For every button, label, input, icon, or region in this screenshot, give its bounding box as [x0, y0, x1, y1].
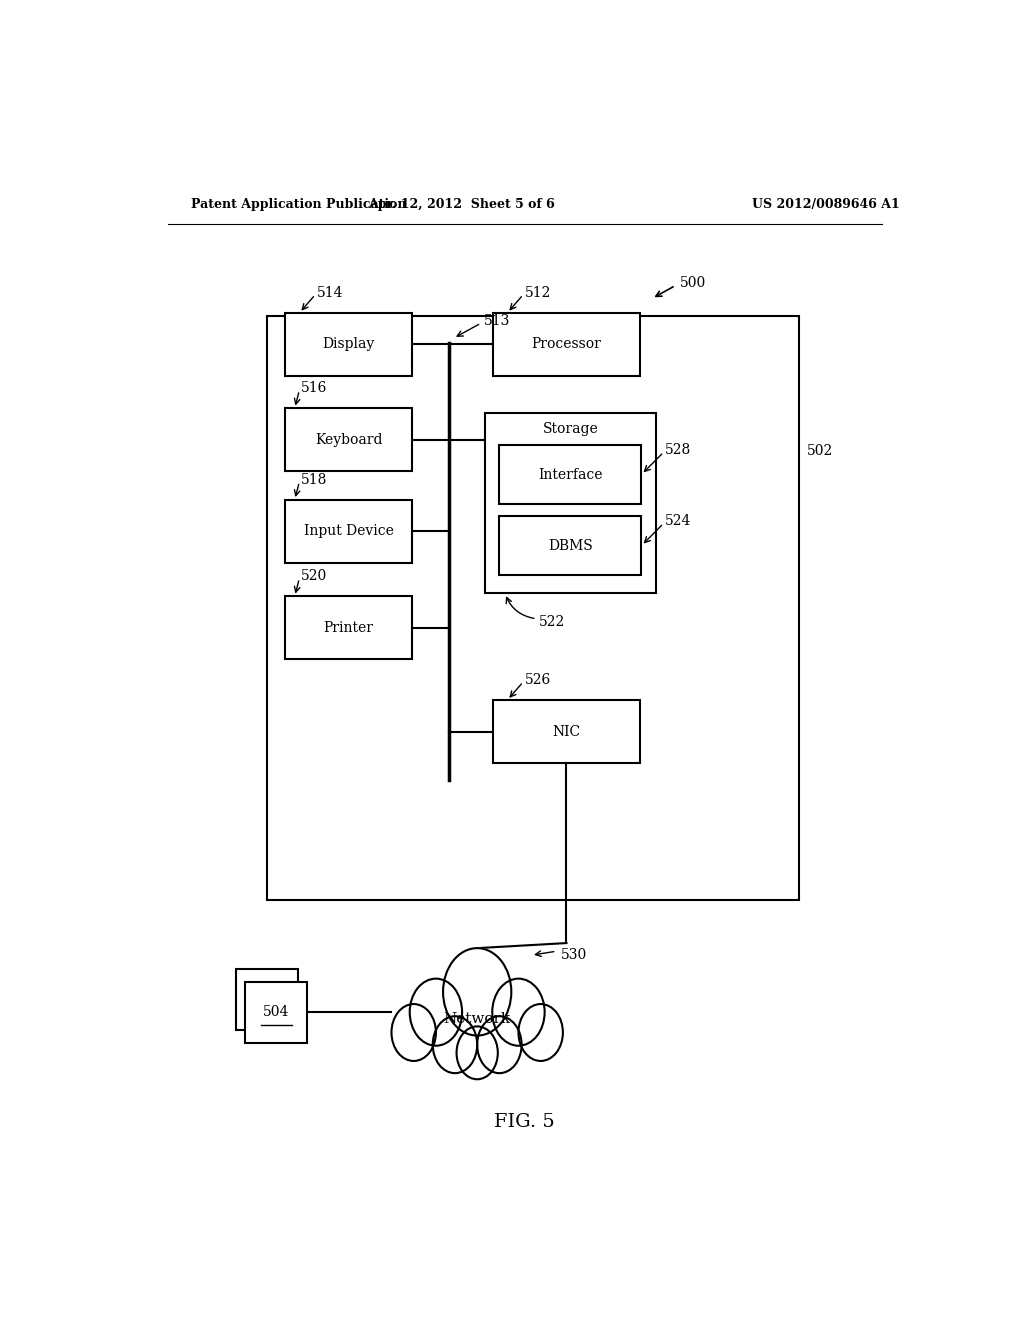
Circle shape	[433, 1016, 477, 1073]
FancyBboxPatch shape	[246, 982, 307, 1043]
Text: 512: 512	[524, 285, 551, 300]
Text: 524: 524	[666, 515, 691, 528]
Circle shape	[410, 978, 462, 1045]
Text: 514: 514	[316, 285, 343, 300]
Text: Storage: Storage	[543, 422, 598, 436]
Circle shape	[493, 978, 545, 1045]
Text: 500: 500	[680, 276, 706, 290]
Text: Processor: Processor	[531, 338, 601, 351]
FancyBboxPatch shape	[500, 445, 641, 504]
Text: 513: 513	[483, 314, 510, 329]
Circle shape	[518, 1005, 563, 1061]
Text: Apr. 12, 2012  Sheet 5 of 6: Apr. 12, 2012 Sheet 5 of 6	[368, 198, 555, 211]
Text: Input Device: Input Device	[304, 524, 393, 539]
FancyBboxPatch shape	[285, 313, 412, 376]
Text: 528: 528	[666, 444, 691, 457]
Text: Patent Application Publication: Patent Application Publication	[191, 198, 407, 211]
Text: FIG. 5: FIG. 5	[495, 1113, 555, 1131]
Text: 504: 504	[263, 1005, 290, 1019]
Text: 502: 502	[807, 444, 833, 458]
Text: Printer: Printer	[324, 620, 374, 635]
FancyBboxPatch shape	[236, 969, 298, 1031]
FancyBboxPatch shape	[285, 500, 412, 562]
Circle shape	[443, 948, 511, 1036]
Circle shape	[477, 1016, 521, 1073]
Text: 516: 516	[301, 381, 328, 395]
Text: 520: 520	[301, 569, 328, 583]
Circle shape	[457, 1027, 498, 1080]
Text: Keyboard: Keyboard	[314, 433, 382, 447]
FancyBboxPatch shape	[494, 313, 640, 376]
Text: US 2012/0089646 A1: US 2012/0089646 A1	[753, 198, 900, 211]
Text: 518: 518	[301, 473, 328, 487]
Text: 526: 526	[524, 673, 551, 686]
Text: DBMS: DBMS	[548, 539, 593, 553]
Text: Display: Display	[323, 338, 375, 351]
Text: Interface: Interface	[539, 467, 603, 482]
FancyBboxPatch shape	[285, 597, 412, 660]
FancyBboxPatch shape	[267, 315, 799, 900]
FancyBboxPatch shape	[500, 516, 641, 576]
Text: 530: 530	[560, 948, 587, 962]
Text: 522: 522	[539, 615, 565, 628]
Text: Network: Network	[443, 1012, 511, 1026]
FancyBboxPatch shape	[485, 412, 655, 594]
FancyBboxPatch shape	[494, 700, 640, 763]
Text: NIC: NIC	[552, 725, 581, 739]
Circle shape	[391, 1005, 436, 1061]
FancyBboxPatch shape	[285, 408, 412, 471]
